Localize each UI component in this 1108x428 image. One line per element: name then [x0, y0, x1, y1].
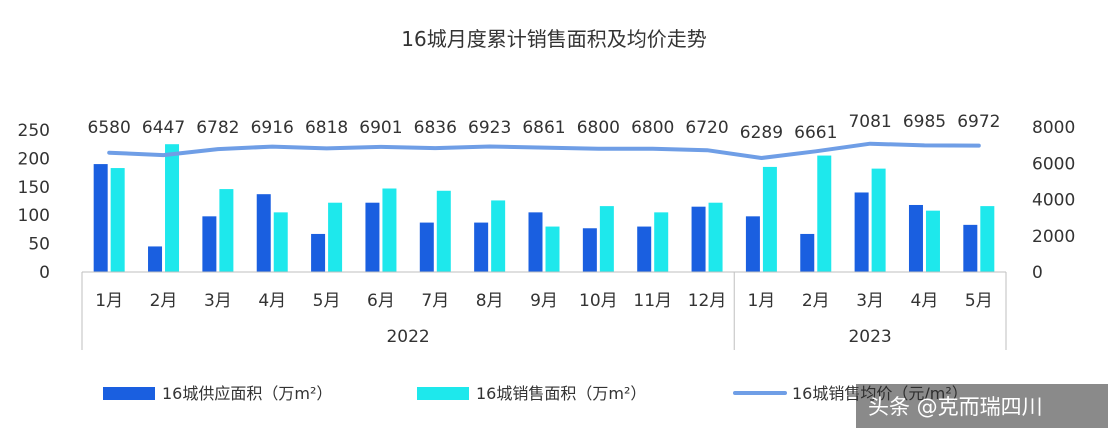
bar-sales-area	[980, 206, 995, 272]
left-y-tick-label: 250	[18, 121, 50, 141]
bar-sales-area	[165, 144, 180, 272]
x-axis-group-label: 2023	[848, 327, 891, 347]
bar-sales-area	[328, 202, 343, 272]
price-data-label: 6836	[414, 118, 457, 138]
bar-sales-area	[599, 206, 614, 272]
right-y-tick-label: 6000	[1032, 154, 1075, 174]
bar-supply-area	[745, 216, 760, 272]
bar-supply-area	[474, 222, 489, 272]
bar-supply-area	[963, 224, 978, 272]
bar-supply-area	[311, 233, 326, 272]
right-y-tick-label: 0	[1032, 263, 1043, 283]
legend-label-supply: 16城供应面积（万m²）	[162, 384, 332, 403]
x-axis-group-label: 2022	[386, 327, 429, 347]
bar-supply-area	[256, 194, 271, 272]
bar-supply-area	[419, 222, 434, 272]
left-y-tick-label: 200	[18, 149, 50, 169]
left-y-tick-label: 100	[18, 206, 50, 226]
x-axis-month-label: 8月	[476, 291, 504, 311]
left-y-tick-label: 150	[18, 178, 50, 198]
category-axis: 2022 2023 1月 2月 3月 4月 5月 6月 7月 8月 9月 10月 11月 12月 1月 2月 3…	[81, 271, 1007, 350]
right-y-tick-label: 2000	[1032, 227, 1075, 247]
price-data-label: 6447	[142, 118, 185, 138]
x-axis-month-label: 4月	[258, 291, 286, 311]
bar-supply-area	[854, 192, 869, 272]
x-axis-month-label: 12月	[688, 291, 727, 311]
legend-swatch-supply	[103, 387, 155, 400]
bar-sales-area	[545, 226, 560, 272]
x-axis-month-label: 3月	[856, 291, 884, 311]
x-axis-month-label: 9月	[530, 291, 558, 311]
price-data-label: 7081	[848, 112, 891, 132]
x-axis-month-label: 4月	[911, 291, 939, 311]
watermark: 头条 @克而瑞四川	[856, 384, 1108, 428]
bar-sales-area	[436, 190, 451, 272]
chart-title: 16城月度累计销售面积及均价走势	[401, 27, 706, 51]
legend-label-sales: 16城销售面积（万m²）	[476, 384, 646, 403]
price-data-label: 6861	[522, 118, 565, 138]
bar-sales-area	[382, 188, 397, 272]
price-data-label: 6661	[794, 123, 837, 143]
bar-sales-area	[654, 212, 669, 272]
price-data-label: 6985	[903, 112, 946, 132]
price-data-label: 6289	[740, 123, 783, 143]
bar-sales-area	[219, 189, 234, 272]
x-axis-month-label: 1月	[747, 291, 775, 311]
bar-supply-area	[637, 226, 652, 272]
legend-swatch-sales	[417, 387, 469, 400]
price-data-label: 6901	[359, 118, 402, 138]
bar-supply-area	[148, 246, 163, 272]
right-y-axis: 0 2000 4000 6000 8000	[1032, 118, 1075, 283]
bar-sales-area	[762, 166, 777, 272]
x-axis-month-label: 3月	[204, 291, 232, 311]
x-axis-month-label: 5月	[313, 291, 341, 311]
price-line-series	[107, 141, 981, 160]
bar-sales-area	[925, 210, 940, 272]
bar-sales-area	[871, 168, 886, 272]
bar-supply-area	[365, 202, 380, 272]
price-data-label: 6720	[685, 118, 728, 138]
price-data-label: 6800	[631, 118, 674, 138]
x-axis-month-label: 2月	[150, 291, 178, 311]
left-y-tick-label: 50	[28, 235, 50, 255]
x-axis-month-label: 6月	[367, 291, 395, 311]
line-average-price	[107, 141, 981, 160]
left-y-axis: 0 50 100 150 200 250	[18, 121, 50, 283]
price-data-label: 6800	[577, 118, 620, 138]
x-axis-month-label: 10月	[579, 291, 618, 311]
x-axis-month-label: 1月	[95, 291, 123, 311]
x-axis-month-label: 7月	[421, 291, 449, 311]
x-axis-month-label: 2月	[802, 291, 830, 311]
bar-sales-area	[110, 168, 125, 272]
bar-sales-area	[817, 155, 832, 272]
bar-supply-area	[691, 206, 706, 272]
bar-series	[93, 144, 995, 272]
price-data-label: 6818	[305, 118, 348, 138]
bar-supply-area	[800, 233, 815, 272]
price-data-label: 6972	[957, 112, 1000, 132]
price-data-label: 6916	[251, 118, 294, 138]
bar-sales-area	[491, 200, 506, 272]
watermark-backdrop	[856, 384, 1108, 428]
left-y-tick-label: 0	[39, 263, 50, 283]
bar-supply-area	[202, 216, 217, 272]
bar-supply-area	[582, 228, 597, 272]
bar-supply-area	[528, 212, 543, 272]
x-axis-month-label: 5月	[965, 291, 993, 311]
right-y-tick-label: 4000	[1032, 191, 1075, 211]
price-data-label: 6923	[468, 118, 511, 138]
bar-supply-area	[93, 164, 108, 272]
right-y-tick-label: 8000	[1032, 118, 1075, 138]
x-axis-month-label: 11月	[633, 291, 672, 311]
bar-sales-area	[273, 212, 288, 272]
bar-sales-area	[708, 202, 723, 272]
bar-supply-area	[908, 204, 923, 272]
price-data-labels: 6580 6447 6782 6916 6818 6901 6836 6923 6861 6800…	[88, 112, 1001, 143]
watermark-text: 头条 @克而瑞四川	[868, 395, 1043, 419]
legend: 16城供应面积（万m²） 16城销售面积（万m²） 16城销售均价（元/m²）	[103, 384, 968, 403]
price-data-label: 6782	[196, 118, 239, 138]
price-data-label: 6580	[88, 118, 131, 138]
